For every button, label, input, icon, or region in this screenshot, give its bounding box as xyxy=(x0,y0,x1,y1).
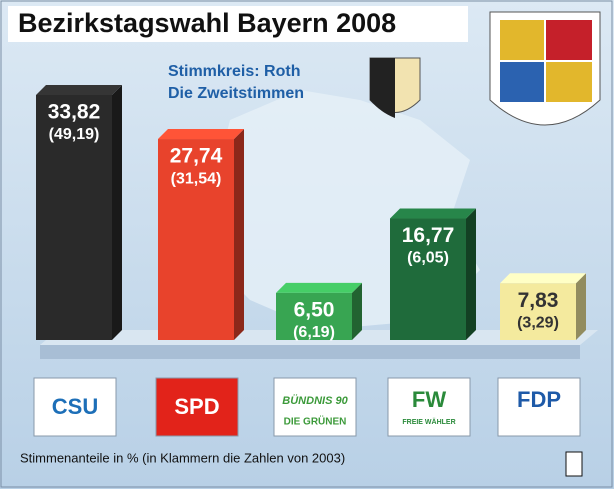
bar-top xyxy=(390,208,476,219)
bar-top xyxy=(500,273,586,284)
bar-top xyxy=(158,129,244,140)
arms-part xyxy=(546,20,592,60)
party-logo-sub: DIE GRÜNEN xyxy=(284,415,347,428)
bar xyxy=(500,283,576,340)
arms-part xyxy=(500,20,544,60)
party-logo: FDP xyxy=(517,387,561,412)
value-label-2003: (3,29) xyxy=(517,314,559,331)
bar xyxy=(276,292,352,340)
title-box xyxy=(8,6,468,42)
value-label: 7,83 xyxy=(518,289,559,312)
party-logo-sub: Die Liberalen xyxy=(517,419,561,426)
bar-side xyxy=(576,273,586,340)
party-logo: SPD xyxy=(174,394,219,419)
bar-top xyxy=(36,85,122,95)
party-logo: FW xyxy=(412,387,446,412)
subtitle: Stimmkreis: Roth xyxy=(168,63,300,80)
chart-title: Bezirkstagswahl Bayern 2008 xyxy=(18,8,396,38)
bar xyxy=(36,95,112,340)
party-logo-box xyxy=(33,377,117,437)
party-logo: CSU xyxy=(52,394,98,419)
party-logo-box xyxy=(273,377,357,437)
bar-side xyxy=(234,129,244,340)
coat-of-arms-part xyxy=(370,58,395,118)
party-logo-box xyxy=(155,377,239,437)
value-label: 16,77 xyxy=(402,224,455,247)
value-label: 27,74 xyxy=(170,145,223,168)
arms-part xyxy=(546,62,592,102)
bar xyxy=(390,218,466,340)
bar-side xyxy=(466,208,476,340)
bar xyxy=(158,139,234,340)
value-label: 33,82 xyxy=(48,101,101,124)
bar-top xyxy=(276,282,362,293)
party-logo-box xyxy=(387,377,471,437)
value-label: 6,50 xyxy=(294,298,335,321)
bar-side xyxy=(112,85,122,340)
subtitle: Die Zweitstimmen xyxy=(168,85,304,102)
value-label-2003: (6,19) xyxy=(293,324,335,341)
footnote: Stimmenanteile in % (in Klammern die Zah… xyxy=(20,450,345,465)
party-logo: BÜNDNIS 90 xyxy=(282,394,348,407)
party-logo-box xyxy=(497,377,581,437)
value-label-2003: (6,05) xyxy=(407,250,449,267)
arms-part xyxy=(500,62,544,102)
floor-front xyxy=(40,345,580,359)
value-label-2003: (49,19) xyxy=(49,126,100,143)
party-logo-sub: FREIE WÄHLER xyxy=(402,418,455,426)
value-label-2003: (31,54) xyxy=(171,170,222,187)
source-logo xyxy=(565,451,583,477)
bar-side xyxy=(352,282,362,340)
